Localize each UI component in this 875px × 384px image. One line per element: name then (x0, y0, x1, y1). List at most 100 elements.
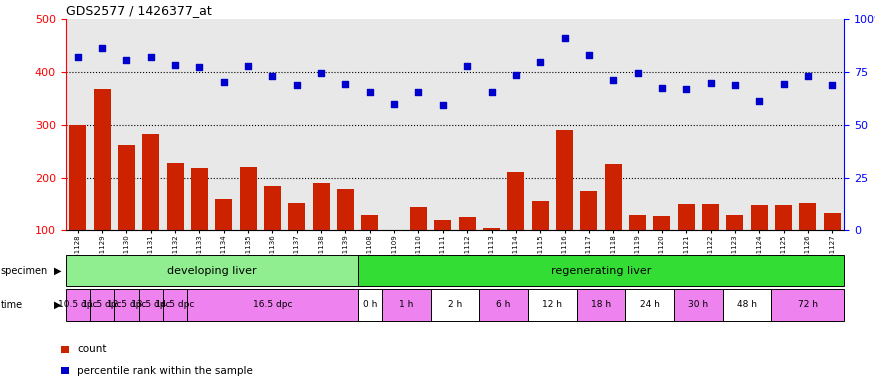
Point (728, 82, 742, 88)
Point (654, 85, 668, 91)
Bar (556, 130, 573, 283)
Point (436, 102, 450, 108)
Bar (751, 205, 767, 283)
Text: 10.5 dpc: 10.5 dpc (58, 300, 97, 309)
Bar (94, 89, 110, 283)
Point (606, 77, 620, 83)
Bar (532, 201, 549, 283)
Point (339, 81, 353, 87)
Point (314, 70, 328, 76)
Text: 13.5 dpc: 13.5 dpc (131, 300, 171, 309)
Point (752, 98, 766, 104)
Text: 14.5 dpc: 14.5 dpc (156, 300, 195, 309)
Bar (358, 289, 382, 321)
Bar (626, 289, 674, 321)
Point (242, 63, 256, 69)
Bar (577, 289, 626, 321)
Point (411, 88, 425, 94)
Bar (215, 199, 233, 283)
Text: 1 h: 1 h (399, 300, 414, 309)
Bar (674, 289, 723, 321)
Bar (163, 289, 187, 321)
Bar (264, 185, 281, 283)
Point (825, 82, 839, 88)
Point (95, 45, 109, 51)
Text: GDS2577 / 1426377_at: GDS2577 / 1426377_at (66, 3, 212, 17)
Bar (187, 289, 358, 321)
Bar (312, 183, 330, 283)
Bar (772, 289, 844, 321)
Bar (90, 289, 115, 321)
Text: percentile rank within the sample: percentile rank within the sample (77, 366, 253, 376)
Bar (337, 189, 354, 283)
Bar (483, 228, 500, 283)
Point (144, 54, 158, 60)
Text: regenerating liver: regenerating liver (551, 266, 651, 276)
Point (290, 82, 304, 88)
Text: 2 h: 2 h (448, 300, 462, 309)
Bar (654, 216, 670, 283)
Bar (358, 255, 844, 286)
Point (509, 71, 523, 78)
Point (168, 62, 182, 68)
Point (363, 88, 377, 94)
Bar (382, 289, 430, 321)
Point (557, 35, 571, 41)
Text: 11.5 dpc: 11.5 dpc (82, 300, 122, 309)
Point (704, 79, 717, 86)
Bar (143, 134, 159, 283)
Point (265, 73, 279, 79)
Text: 6 h: 6 h (496, 300, 511, 309)
Text: 18 h: 18 h (591, 300, 611, 309)
Point (485, 88, 499, 94)
Bar (66, 289, 90, 321)
Point (217, 78, 231, 84)
Text: 72 h: 72 h (798, 300, 818, 309)
Point (582, 52, 596, 58)
Text: 12.5 dpc: 12.5 dpc (107, 300, 146, 309)
Text: 12 h: 12 h (542, 300, 563, 309)
Point (460, 63, 474, 69)
Text: ▶: ▶ (53, 266, 61, 276)
Bar (723, 289, 772, 321)
Point (387, 101, 401, 107)
Bar (507, 172, 524, 283)
Text: 16.5 dpc: 16.5 dpc (253, 300, 292, 309)
Point (120, 57, 134, 63)
Bar (434, 220, 452, 283)
Bar (138, 289, 163, 321)
Bar (677, 204, 695, 283)
Text: specimen: specimen (1, 266, 48, 276)
Point (631, 70, 645, 76)
Bar (166, 163, 184, 283)
Bar (580, 191, 598, 283)
Bar (288, 203, 305, 283)
Bar (629, 215, 646, 283)
Bar (60, 346, 69, 353)
Bar (115, 289, 138, 321)
Bar (361, 215, 378, 283)
Bar (702, 204, 719, 283)
Bar (823, 213, 841, 283)
Text: ▶: ▶ (53, 300, 61, 310)
Bar (240, 167, 256, 283)
Bar (605, 164, 622, 283)
Text: count: count (77, 344, 107, 354)
Bar (66, 255, 358, 286)
Bar (458, 217, 476, 283)
Text: time: time (1, 300, 23, 310)
Bar (775, 205, 792, 283)
Point (776, 81, 790, 87)
Bar (480, 289, 528, 321)
Bar (430, 289, 480, 321)
Text: 24 h: 24 h (640, 300, 660, 309)
Point (533, 60, 547, 66)
Bar (800, 203, 816, 283)
Bar (118, 145, 135, 283)
Bar (60, 367, 69, 374)
Point (71, 54, 85, 60)
Point (192, 64, 206, 70)
Bar (386, 281, 402, 283)
Bar (726, 215, 744, 283)
Point (801, 73, 815, 79)
